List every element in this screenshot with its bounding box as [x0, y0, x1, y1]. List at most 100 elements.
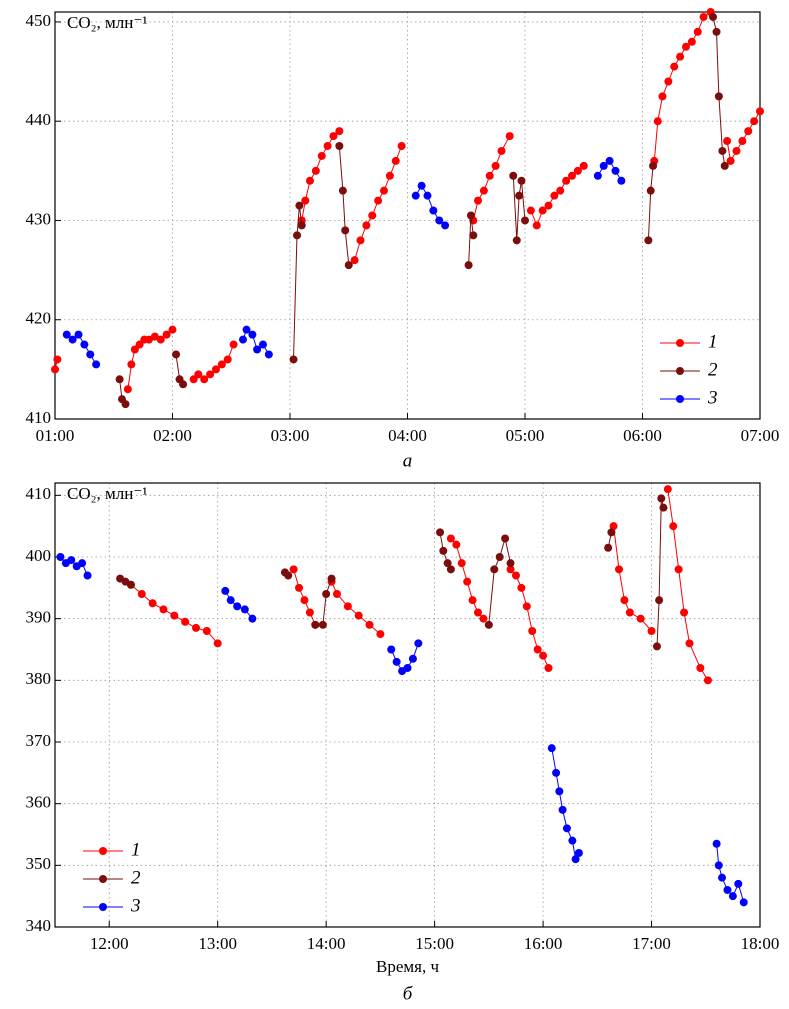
- data-point: [403, 664, 412, 672]
- data-point: [242, 325, 251, 334]
- data-point: [443, 559, 452, 568]
- y-tick-label: 420: [26, 309, 52, 328]
- data-point: [385, 171, 394, 180]
- data-point: [657, 494, 666, 503]
- legend-label: 1: [708, 331, 718, 352]
- data-point: [365, 620, 374, 629]
- data-point: [521, 216, 529, 225]
- data-point: [253, 345, 262, 354]
- data-point: [558, 805, 567, 814]
- data-point: [258, 340, 267, 349]
- y-tick-label: 450: [26, 11, 52, 30]
- legend-label: 2: [708, 359, 718, 380]
- data-point: [322, 590, 331, 598]
- data-point: [495, 553, 504, 561]
- y-axis-label: CO₂, млн⁻¹: [67, 484, 147, 503]
- data-point: [517, 176, 526, 185]
- data-point: [664, 77, 673, 86]
- data-point: [468, 596, 477, 605]
- data-point: [368, 211, 377, 220]
- data-point: [533, 645, 542, 654]
- data-point: [387, 645, 396, 654]
- data-point: [318, 620, 327, 629]
- data-point: [484, 620, 493, 629]
- series-line: [130, 489, 709, 681]
- legend-marker: [99, 903, 107, 911]
- legend-label: 2: [131, 867, 141, 888]
- data-point: [350, 256, 359, 265]
- data-point: [170, 611, 179, 620]
- data-point: [550, 191, 559, 200]
- series-line: [66, 160, 622, 365]
- data-point: [506, 565, 515, 574]
- data-point: [206, 370, 215, 379]
- data-point: [62, 330, 71, 339]
- data-point: [652, 642, 661, 651]
- y-tick-label: 440: [26, 110, 52, 129]
- data-point: [653, 117, 662, 126]
- data-point: [86, 350, 95, 359]
- data-point: [311, 620, 320, 629]
- data-point: [474, 608, 482, 617]
- x-tick-label: 18:00: [741, 934, 780, 953]
- data-point: [376, 630, 385, 639]
- data-point: [329, 132, 338, 141]
- data-point: [604, 543, 613, 552]
- data-point: [738, 137, 747, 146]
- data-point: [446, 534, 455, 543]
- data-point: [490, 565, 499, 574]
- data-point: [391, 156, 400, 165]
- data-point: [264, 350, 273, 359]
- plot-frame: [54, 11, 761, 420]
- data-point: [696, 664, 705, 672]
- x-tick-label: 14:00: [307, 934, 346, 953]
- data-point: [615, 565, 623, 574]
- data-point: [300, 596, 309, 605]
- data-point: [552, 768, 561, 777]
- data-point: [74, 330, 83, 339]
- data-point: [620, 596, 629, 605]
- data-point: [562, 176, 571, 185]
- data-point: [528, 627, 537, 635]
- data-point: [723, 886, 732, 894]
- data-point: [436, 528, 445, 537]
- data-point: [194, 370, 203, 379]
- data-point: [728, 892, 737, 901]
- legend-marker: [99, 875, 107, 883]
- data-point: [168, 325, 177, 334]
- data-point: [658, 92, 667, 101]
- x-tick-label: 02:00: [153, 426, 192, 445]
- y-tick-label: 350: [26, 854, 52, 873]
- y-tick-label: 360: [26, 793, 52, 812]
- data-point: [617, 176, 626, 185]
- data-point: [497, 146, 506, 155]
- data-point: [441, 221, 450, 230]
- x-tick-label: 05:00: [506, 426, 545, 445]
- data-point: [213, 639, 222, 648]
- x-axis-label: Время, ч: [376, 957, 439, 976]
- data-point: [647, 627, 656, 635]
- y-tick-label: 410: [26, 408, 52, 427]
- data-point: [51, 365, 59, 374]
- data-point: [344, 261, 353, 270]
- data-point: [681, 42, 690, 51]
- data-point: [547, 744, 556, 753]
- data-point: [181, 617, 190, 626]
- data-point: [720, 161, 729, 170]
- data-point: [636, 614, 645, 623]
- data-point: [734, 879, 743, 888]
- data-point: [356, 236, 365, 245]
- data-point: [397, 142, 406, 151]
- data-point: [659, 503, 668, 512]
- data-point: [611, 166, 620, 175]
- data-point: [223, 355, 232, 364]
- data-point: [123, 385, 132, 394]
- data-point: [625, 608, 634, 617]
- data-point: [335, 142, 344, 151]
- data-point: [305, 608, 314, 617]
- data-point: [532, 221, 541, 230]
- data-point: [670, 62, 679, 71]
- x-tick-label: 03:00: [271, 426, 310, 445]
- data-point: [380, 186, 388, 195]
- data-point: [56, 553, 65, 561]
